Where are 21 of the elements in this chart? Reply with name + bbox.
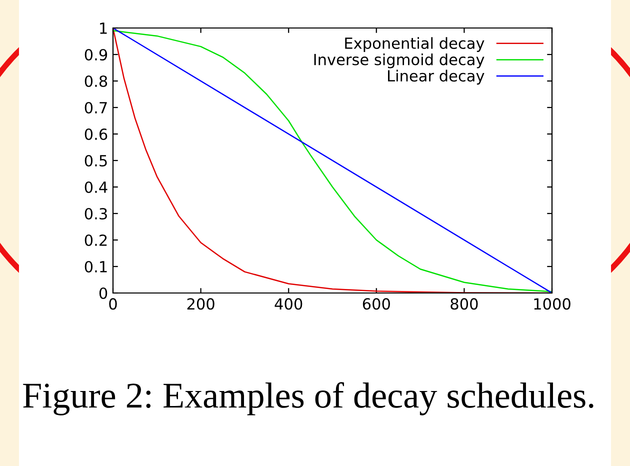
y-tick-label: 0.8 [84, 75, 108, 88]
x-tick-label: 600 [362, 298, 390, 310]
x-tick-label: 400 [274, 298, 302, 310]
y-tick-label: 0 [99, 287, 108, 300]
y-tick-label: 0.5 [84, 154, 107, 167]
y-tick-label: 1 [100, 22, 107, 34]
y-tick-label: 0.1 [84, 260, 107, 273]
caption: Figure 2: Examples of decay schedules. [23, 382, 594, 416]
legend-label: Inverse sigmoid decay [314, 53, 484, 68]
y-tick-label: 0.6 [84, 128, 108, 140]
y-tick-label: 0.3 [84, 208, 107, 220]
x-tick-label: 0 [109, 298, 117, 310]
y-tick-label: 0.2 [84, 234, 107, 246]
legend-label: Linear decay [388, 70, 484, 85]
y-tick-label: 0.7 [84, 102, 107, 114]
y-tick-label: 0.9 [84, 48, 108, 61]
y-tick-label: 0.4 [84, 181, 108, 194]
x-tick-label: 200 [187, 298, 214, 310]
x-tick-label: 1000 [534, 298, 570, 310]
legend-label: Exponential decay [345, 37, 484, 52]
x-tick-label: 800 [450, 298, 478, 310]
